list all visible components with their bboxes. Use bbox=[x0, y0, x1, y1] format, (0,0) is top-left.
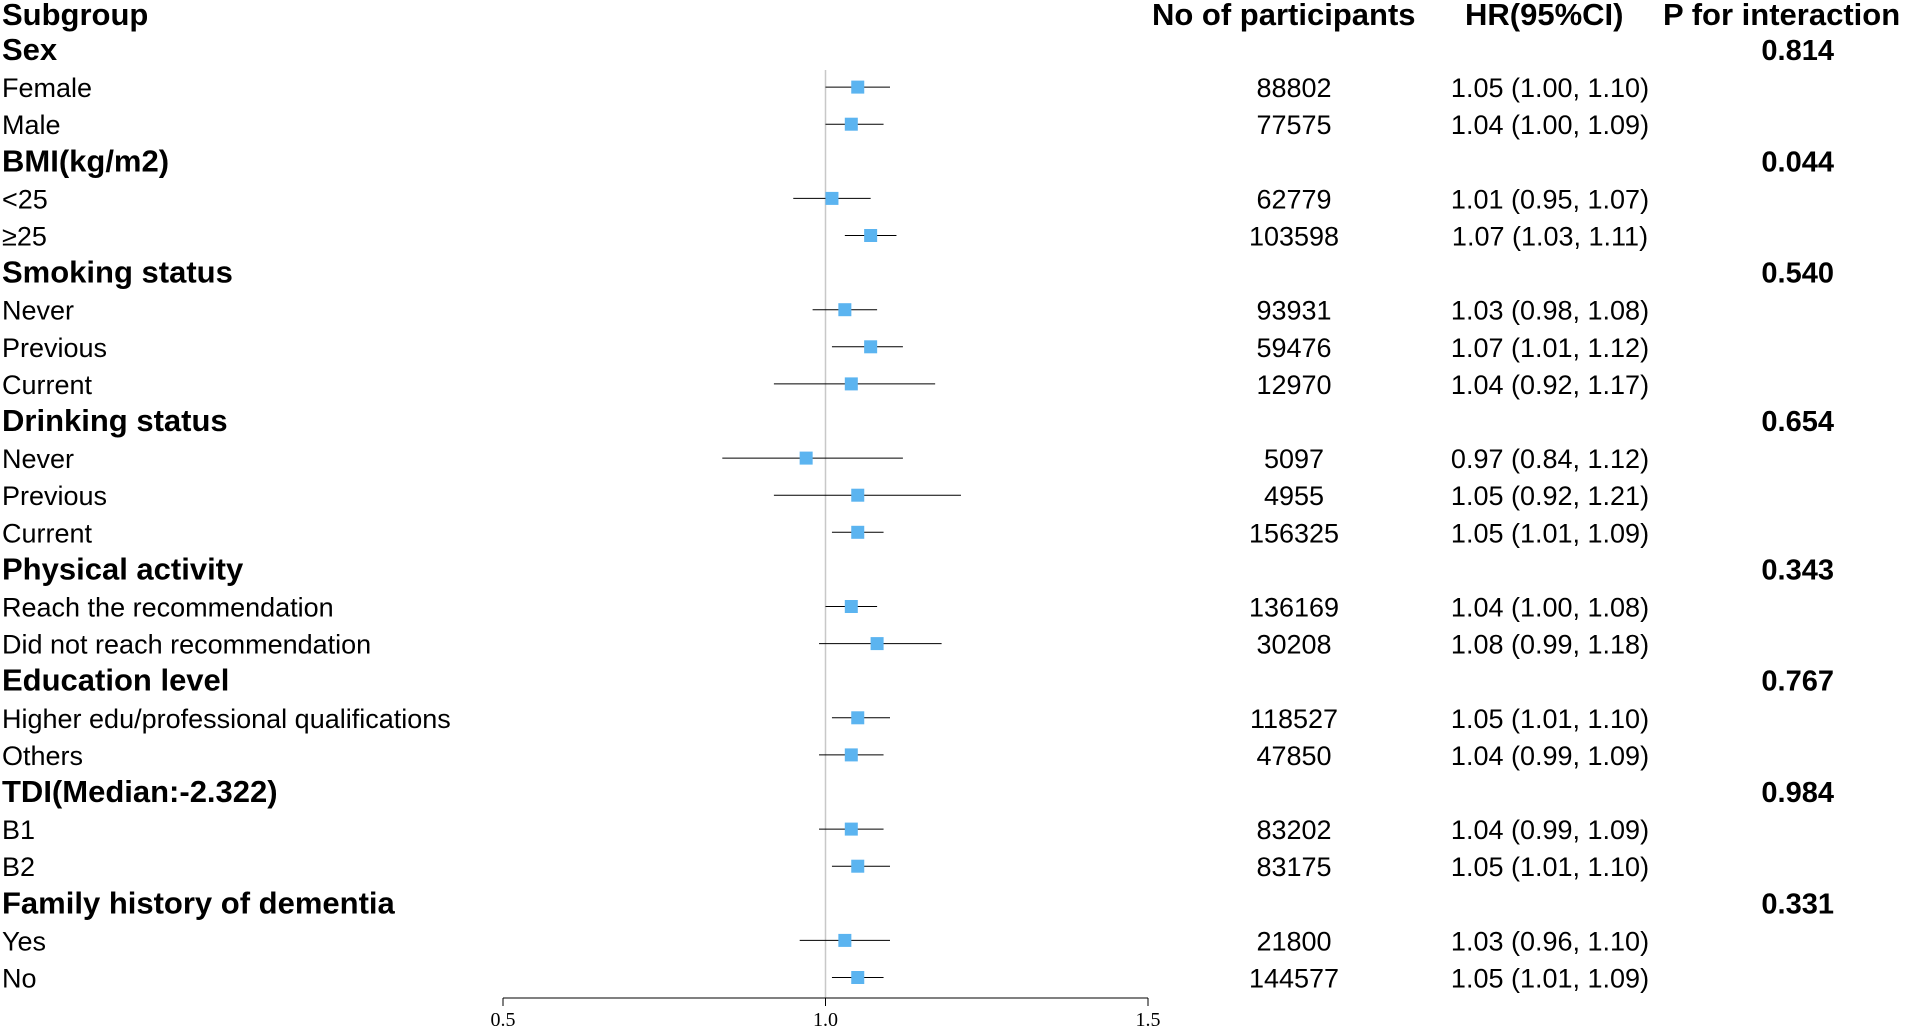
participants-count: 93931 bbox=[1256, 296, 1331, 326]
participants-count: 30208 bbox=[1256, 630, 1331, 660]
hr-point bbox=[844, 748, 858, 762]
hr-ci-text: 1.03 (0.98, 1.08) bbox=[1451, 296, 1649, 326]
subgroup-label: Higher edu/professional qualifications bbox=[2, 704, 451, 734]
hr-point bbox=[851, 525, 865, 539]
hr-point bbox=[825, 191, 839, 205]
x-tick-label: 1.5 bbox=[1136, 1009, 1161, 1031]
p-interaction-value: 0.814 bbox=[1761, 35, 1834, 67]
participants-count: 88802 bbox=[1256, 73, 1331, 103]
subgroup-label: Never bbox=[2, 296, 74, 326]
group-label: Physical activity bbox=[2, 551, 244, 586]
subgroup-label: B2 bbox=[2, 852, 35, 882]
hr-point bbox=[844, 822, 858, 836]
hr-ci-text: 1.05 (1.01, 1.10) bbox=[1451, 704, 1649, 734]
hr-ci-text: 1.04 (0.99, 1.09) bbox=[1451, 741, 1649, 771]
participants-count: 4955 bbox=[1264, 481, 1324, 511]
hr-ci-text: 1.03 (0.96, 1.10) bbox=[1451, 926, 1649, 956]
hr-ci-text: 1.04 (0.92, 1.17) bbox=[1451, 370, 1649, 400]
group-label: Sex bbox=[2, 32, 58, 67]
hr-ci-text: 1.08 (0.99, 1.18) bbox=[1451, 630, 1649, 660]
subgroup-label: Did not reach recommendation bbox=[2, 630, 371, 660]
hr-ci-text: 1.07 (1.01, 1.12) bbox=[1451, 333, 1649, 363]
header-subgroup: Subgroup bbox=[2, 0, 148, 32]
subgroup-label: Others bbox=[2, 741, 83, 771]
hr-ci-text: 1.04 (1.00, 1.09) bbox=[1451, 110, 1649, 140]
hr-point bbox=[870, 637, 884, 651]
participants-count: 83202 bbox=[1256, 815, 1331, 845]
p-interaction-value: 0.540 bbox=[1761, 258, 1834, 290]
hr-ci-text: 1.04 (1.00, 1.08) bbox=[1451, 593, 1649, 623]
subgroup-label: ≥25 bbox=[2, 222, 47, 252]
hr-ci-text: 1.05 (1.01, 1.10) bbox=[1451, 852, 1649, 882]
group-label: BMI(kg/m2) bbox=[2, 143, 169, 178]
x-tick-label: 1.0 bbox=[813, 1009, 838, 1031]
hr-point bbox=[864, 340, 878, 354]
group-label: TDI(Median:-2.322) bbox=[2, 774, 278, 809]
hr-ci-text: 1.01 (0.95, 1.07) bbox=[1451, 184, 1649, 214]
subgroup-label: Reach the recommendation bbox=[2, 593, 334, 623]
group-label: Smoking status bbox=[2, 255, 233, 290]
hr-point bbox=[838, 303, 852, 317]
subgroup-label: Male bbox=[2, 110, 61, 140]
hr-point bbox=[851, 80, 865, 94]
participants-count: 77575 bbox=[1256, 110, 1331, 140]
column-headers: Subgroup No of participants HR(95%CI) P … bbox=[2, 0, 1900, 32]
participants-count: 103598 bbox=[1249, 222, 1339, 252]
p-interaction-value: 0.343 bbox=[1761, 554, 1834, 586]
subgroup-label: Previous bbox=[2, 481, 107, 511]
hr-ci-text: 1.05 (1.01, 1.09) bbox=[1451, 518, 1649, 548]
participants-count: 156325 bbox=[1249, 518, 1339, 548]
participants-count: 47850 bbox=[1256, 741, 1331, 771]
header-p-interaction: P for interaction bbox=[1663, 0, 1900, 32]
hr-ci-text: 1.07 (1.03, 1.11) bbox=[1452, 222, 1648, 252]
subgroup-label: Never bbox=[2, 444, 74, 474]
participants-count: 59476 bbox=[1256, 333, 1331, 363]
hr-ci-text: 1.04 (0.99, 1.09) bbox=[1451, 815, 1649, 845]
participants-count: 62779 bbox=[1256, 184, 1331, 214]
p-interaction-value: 0.654 bbox=[1761, 406, 1834, 438]
subgroup-label: Current bbox=[2, 518, 93, 548]
group-label: Drinking status bbox=[2, 403, 228, 438]
subgroup-label: Female bbox=[2, 73, 92, 103]
p-interaction-value: 0.767 bbox=[1761, 666, 1834, 698]
hr-point bbox=[799, 451, 813, 465]
participants-count: 118527 bbox=[1250, 704, 1338, 734]
p-interaction-value: 0.331 bbox=[1761, 888, 1834, 920]
p-interaction-value: 0.984 bbox=[1761, 777, 1834, 809]
subgroup-label: Yes bbox=[2, 926, 46, 956]
subgroup-label: <25 bbox=[2, 184, 48, 214]
participants-count: 21800 bbox=[1256, 926, 1331, 956]
participants-count: 83175 bbox=[1256, 852, 1331, 882]
x-axis: 0.5 1.0 1.5 bbox=[491, 997, 1161, 1031]
subgroup-label: B1 bbox=[2, 815, 35, 845]
hr-point bbox=[844, 117, 858, 131]
hr-ci-text: 1.05 (0.92, 1.21) bbox=[1451, 481, 1649, 511]
hr-point bbox=[838, 933, 852, 947]
hr-point bbox=[864, 229, 878, 242]
hr-point bbox=[844, 600, 858, 613]
subgroup-label: Previous bbox=[2, 333, 107, 363]
participants-count: 5097 bbox=[1264, 444, 1324, 474]
participants-count: 136169 bbox=[1249, 593, 1339, 623]
header-participants: No of participants bbox=[1152, 0, 1416, 32]
group-label: Education level bbox=[2, 663, 229, 698]
header-hr: HR(95%CI) bbox=[1465, 0, 1623, 32]
group-label: Family history of dementia bbox=[2, 885, 396, 920]
forest-rows: Sex 0.814 Female 88802 1.05 (1.00, 1.10) Male… bbox=[2, 32, 1834, 998]
p-interaction-value: 0.044 bbox=[1761, 146, 1834, 178]
hr-point bbox=[851, 971, 865, 984]
hr-ci-text: 1.05 (1.00, 1.10) bbox=[1451, 73, 1649, 103]
subgroup-label: Current bbox=[2, 370, 93, 400]
hr-point bbox=[844, 377, 858, 391]
participants-count: 144577 bbox=[1249, 964, 1339, 994]
hr-point bbox=[851, 859, 865, 873]
hr-point bbox=[851, 488, 865, 502]
x-tick-label: 0.5 bbox=[491, 1009, 516, 1031]
hr-ci-text: 1.05 (1.01, 1.09) bbox=[1451, 964, 1649, 994]
hr-point bbox=[851, 711, 865, 725]
hr-ci-text: 0.97 (0.84, 1.12) bbox=[1451, 444, 1649, 474]
subgroup-label: No bbox=[2, 964, 37, 994]
participants-count: 12970 bbox=[1256, 370, 1331, 400]
